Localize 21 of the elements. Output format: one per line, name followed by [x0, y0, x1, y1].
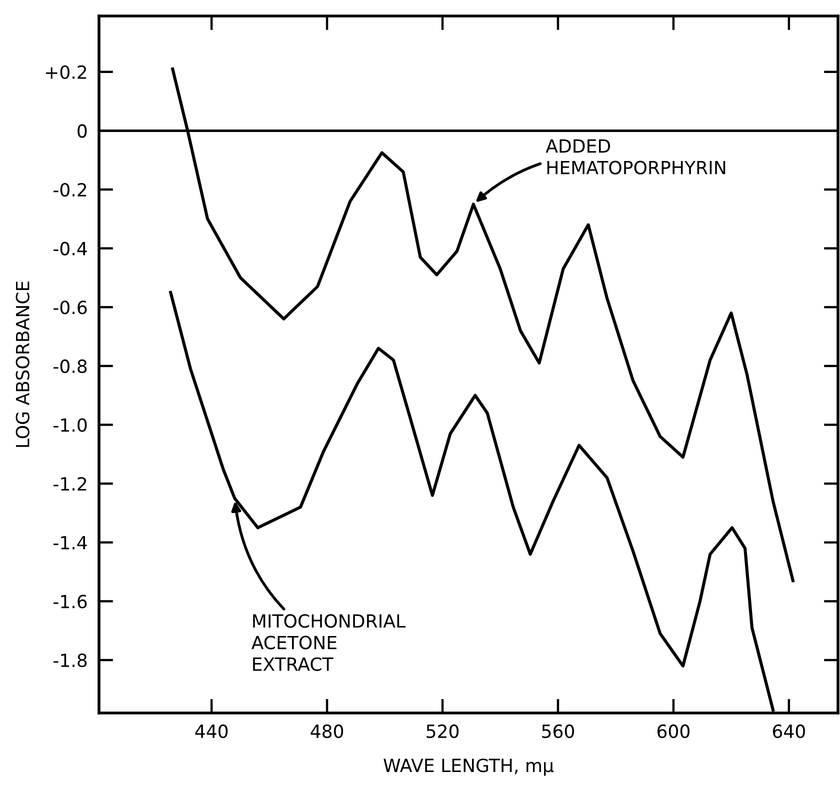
y-tick-label: 0	[78, 124, 87, 138]
y-tick-label: -1.2	[54, 477, 86, 490]
y-tick-label: -0.8	[54, 359, 87, 374]
x-tick-label: 560	[542, 724, 574, 738]
y-tick-label: -0.6	[54, 300, 87, 314]
x-tick-label: 440	[195, 724, 228, 738]
annotation: ADDED HEMATOPORPHYRIN	[546, 139, 726, 174]
annotation: MITOCHONDRIAL ACETONE EXTRACT	[251, 614, 406, 671]
y-tick-label: -1.4	[54, 536, 87, 550]
x-axis-title: WAVE LENGTH, mμ	[384, 758, 554, 776]
x-tick-label: 600	[657, 724, 690, 738]
y-axis-title: LOG ABSORBANCE	[16, 282, 30, 447]
y-tick-label: -0.4	[54, 242, 87, 256]
y-tick-label: -0.2	[54, 182, 86, 197]
x-tick-label: 480	[310, 724, 344, 738]
y-tick-label: -1.6	[54, 594, 87, 608]
x-tick-label: 640	[772, 724, 805, 738]
y-tick-label: -1.0	[54, 418, 87, 432]
y-tick-label: +0.2	[46, 65, 86, 79]
x-tick-label: 520	[426, 724, 459, 738]
y-tick-label: -1.8	[54, 654, 87, 668]
